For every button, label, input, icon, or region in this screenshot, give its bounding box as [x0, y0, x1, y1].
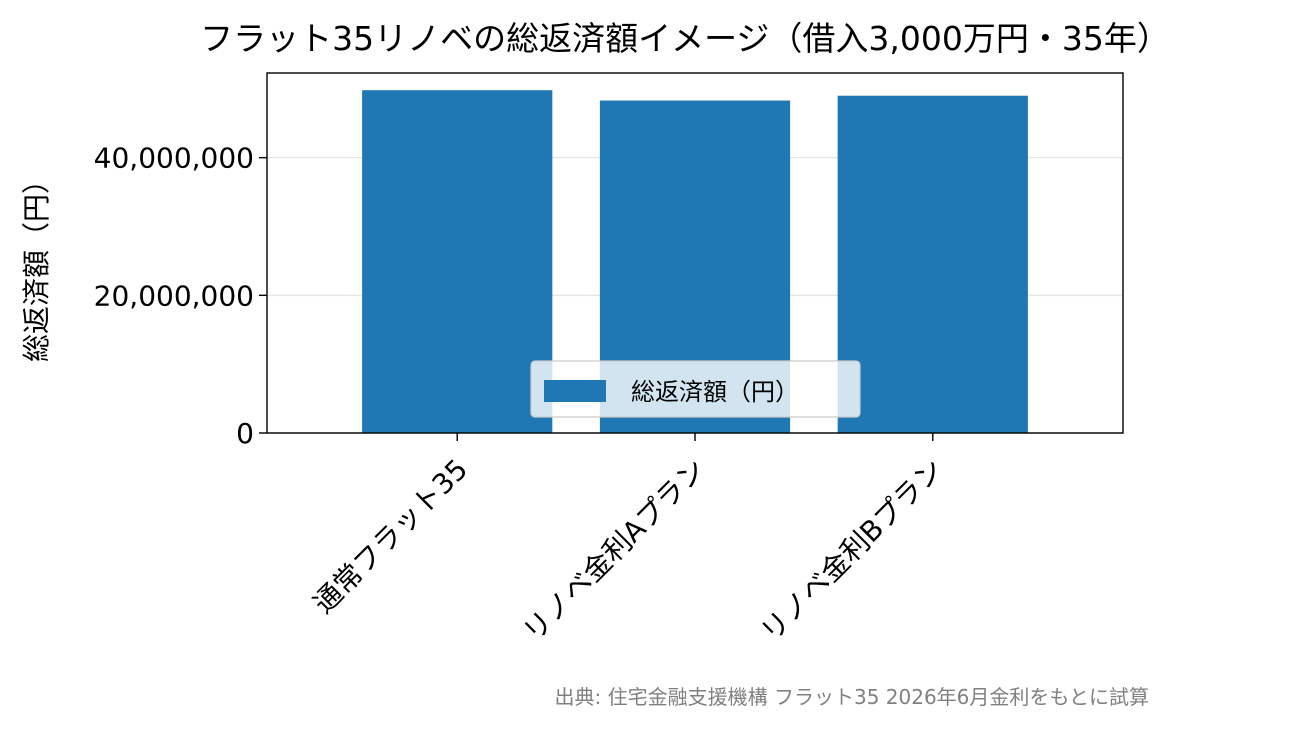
- y-tick-label: 20,000,000: [94, 279, 254, 312]
- source-note: 出典: 住宅金融支援機構 フラット35 2026年6月金利をもとに試算: [555, 685, 1149, 709]
- y-axis: 0 20,000,000 40,000,000: [94, 142, 267, 450]
- bar: [837, 95, 1028, 434]
- y-tick-label: 40,000,000: [94, 142, 254, 175]
- bar: [362, 90, 553, 434]
- legend-swatch: [544, 380, 606, 402]
- legend-box: [530, 360, 861, 418]
- y-axis-label: 総返済額（円）: [20, 166, 53, 362]
- legend: 総返済額（円）: [530, 360, 861, 418]
- y-tick-label: 0: [236, 417, 254, 450]
- legend-label: 総返済額（円）: [631, 378, 799, 406]
- chart-title: フラット35リノベの総返済額イメージ（借入3,000万円・35年）: [200, 19, 1170, 58]
